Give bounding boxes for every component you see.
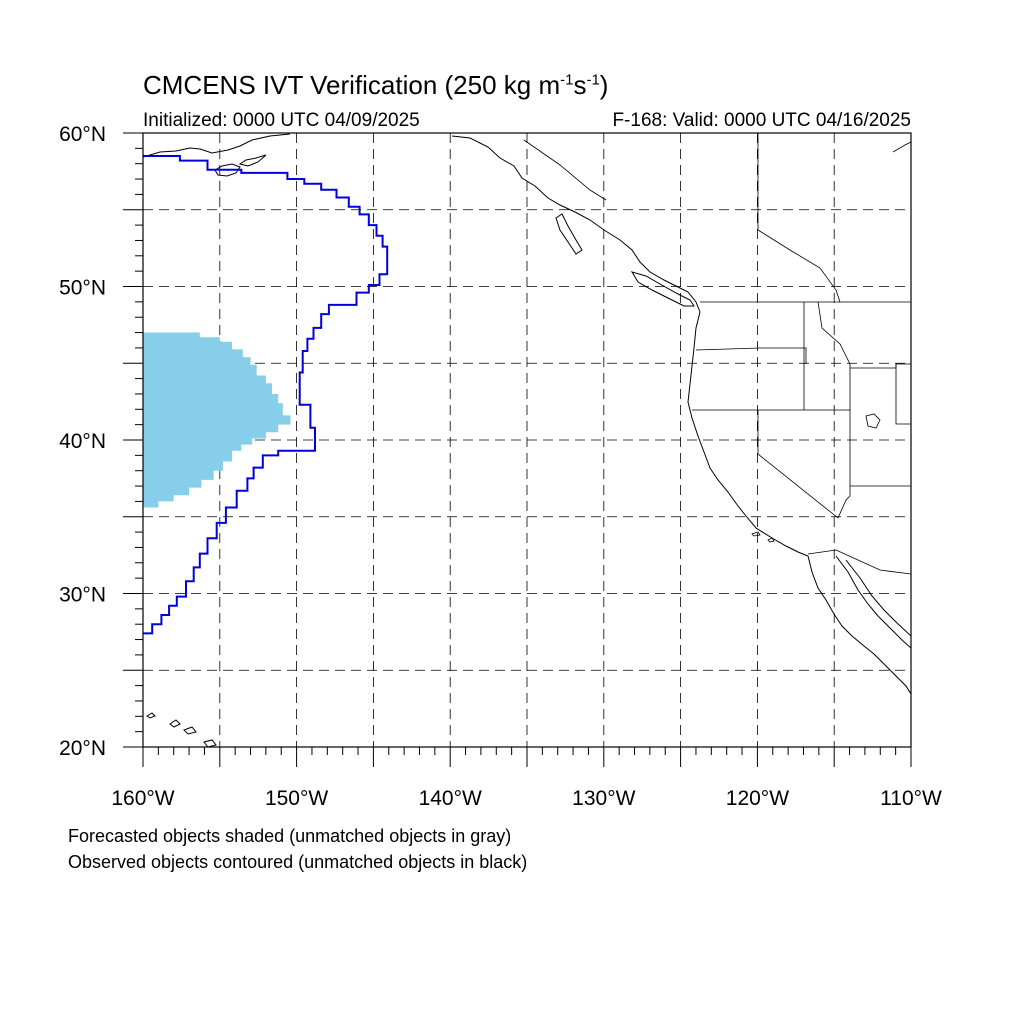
initialized-time: Initialized: 0000 UTC 04/09/2025: [143, 110, 420, 131]
lat-label: 30°N: [59, 584, 106, 607]
lon-label: 150°W: [265, 787, 328, 810]
channel-islands: [751, 531, 775, 543]
coastlines: [143, 133, 911, 747]
california-nevada-border: [757, 410, 839, 519]
ivt-objects: [143, 155, 389, 635]
mexico-mainland-coastline: [845, 559, 911, 637]
washington-oregon-border: [695, 347, 807, 364]
forecast-ivt-object: [143, 332, 291, 508]
cook-inlet-coastline: [238, 154, 267, 167]
lat-label: 50°N: [59, 277, 106, 300]
forecast-legend-note: Forecasted objects shaded (unmatched obj…: [68, 826, 512, 846]
alaska-coastline: [143, 133, 291, 158]
lon-label: 130°W: [572, 787, 635, 810]
bc-coastline: [451, 135, 701, 313]
inland-boundary: [523, 139, 607, 201]
idaho-east-border: [817, 301, 851, 410]
observed-legend-note: Observed objects contoured (unmatched ob…: [68, 852, 528, 872]
lat-label: 60°N: [59, 123, 106, 146]
valid-time: F-168: Valid: 0000 UTC 04/16/2025: [612, 110, 911, 131]
lon-label: 140°W: [419, 787, 482, 810]
map-title: CMCENS IVT Verification (250 kg m-1s-1): [143, 70, 609, 100]
lat-label: 20°N: [59, 737, 106, 760]
vancouver-island-coastline: [630, 271, 695, 307]
us-mexico-border: [807, 549, 911, 575]
canada-interior-border: [757, 133, 841, 303]
gridlines: [143, 133, 911, 747]
hawaii-islands: [146, 712, 217, 747]
nevada-arizona-border: [837, 410, 851, 519]
observed-ivt-contour: [143, 155, 389, 635]
idaho-montana-line: [850, 363, 911, 369]
gulf-of-california-coastline: [835, 555, 911, 649]
baja-coastline: [807, 555, 911, 695]
hudson-bay-coast: [892, 141, 911, 153]
lon-label: 120°W: [726, 787, 789, 810]
great-salt-lake: [865, 413, 881, 429]
utah-wyoming-box: [895, 364, 911, 425]
axis-ticks: [123, 132, 912, 767]
axis-labels: 60°N 50°N 40°N 30°N 20°N 160°W 150°W 140°W 130°W…: [59, 123, 942, 810]
lat-label: 40°N: [59, 430, 106, 453]
lon-label: 160°W: [111, 787, 174, 810]
haida-gwaii-coastline: [555, 213, 583, 255]
lon-label: 110°W: [880, 787, 942, 810]
